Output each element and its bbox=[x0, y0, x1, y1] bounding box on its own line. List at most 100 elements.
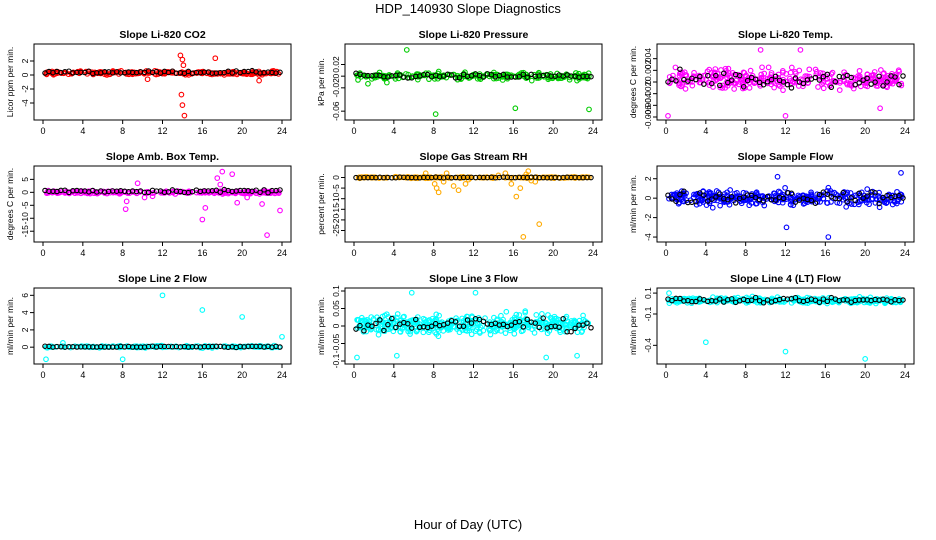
reference-point bbox=[62, 187, 68, 194]
series-point bbox=[580, 312, 586, 319]
reference-point bbox=[820, 189, 827, 195]
series-point bbox=[731, 86, 738, 92]
reference-point bbox=[872, 79, 878, 85]
outlier-point bbox=[144, 76, 151, 83]
y-tick-label: 0 bbox=[643, 79, 653, 84]
reference-point bbox=[900, 195, 906, 201]
series-point bbox=[783, 196, 789, 203]
reference-point bbox=[788, 190, 795, 197]
series-point bbox=[429, 315, 436, 322]
x-tick-label: 24 bbox=[900, 248, 910, 258]
reference-point bbox=[277, 69, 283, 76]
reference-point bbox=[832, 79, 839, 85]
outlier-point bbox=[520, 234, 527, 240]
reference-point bbox=[880, 83, 886, 89]
outlier-point bbox=[141, 194, 148, 201]
series-point bbox=[783, 70, 790, 77]
reference-point bbox=[217, 189, 224, 195]
series-point bbox=[872, 200, 879, 206]
reference-point bbox=[261, 187, 267, 193]
series-point bbox=[420, 329, 427, 336]
x-tick-label: 16 bbox=[197, 248, 207, 258]
y-tick-label: -20 bbox=[331, 213, 341, 226]
outlier-point bbox=[774, 173, 781, 180]
y-tick-label: 4 bbox=[20, 310, 30, 315]
y-tick-label: -25 bbox=[331, 224, 341, 237]
reference-point bbox=[808, 197, 815, 204]
outlier-point bbox=[797, 47, 804, 53]
reference-point bbox=[524, 316, 531, 323]
x-tick-label: 20 bbox=[237, 370, 247, 380]
data-points bbox=[42, 52, 283, 119]
y-tick-label: -0.004 bbox=[643, 93, 653, 117]
series-point bbox=[551, 315, 558, 322]
reference-point bbox=[381, 327, 387, 334]
panel-title: Slope Line 3 Flow bbox=[429, 273, 519, 285]
reference-point bbox=[836, 195, 843, 202]
outlier-point bbox=[159, 292, 166, 299]
reference-point bbox=[500, 321, 507, 328]
reference-point bbox=[872, 189, 878, 196]
reference-point bbox=[677, 191, 683, 198]
series-point bbox=[506, 174, 513, 181]
reference-point bbox=[588, 325, 594, 331]
series-point bbox=[713, 188, 720, 194]
reference-point bbox=[677, 66, 683, 72]
outlier-point bbox=[119, 356, 126, 363]
series-point bbox=[781, 299, 787, 305]
outlier-point bbox=[472, 289, 479, 296]
panel-title: Slope Amb. Box Temp. bbox=[106, 151, 219, 163]
x-tick-label: 16 bbox=[508, 126, 518, 136]
series-point bbox=[800, 83, 806, 90]
series-point bbox=[855, 191, 861, 198]
x-tick-label: 0 bbox=[351, 126, 356, 136]
reference-point bbox=[784, 81, 791, 88]
x-axis-title: Hour of Day (UTC) bbox=[413, 517, 523, 532]
reference-point bbox=[856, 80, 862, 86]
x-tick-label: 8 bbox=[431, 126, 436, 136]
outlier-point bbox=[279, 333, 285, 340]
reference-point bbox=[452, 319, 459, 325]
series-point bbox=[761, 70, 768, 77]
series-point bbox=[513, 311, 520, 318]
y-tick-label: -5 bbox=[20, 201, 30, 209]
series-point bbox=[866, 201, 872, 208]
outlier-point bbox=[199, 216, 206, 223]
series-point bbox=[700, 188, 706, 195]
reference-point bbox=[900, 297, 906, 303]
outlier-point bbox=[178, 91, 185, 98]
reference-point bbox=[709, 80, 715, 87]
series-point bbox=[808, 189, 814, 196]
x-tick-label: 4 bbox=[391, 126, 396, 136]
reference-point bbox=[844, 199, 850, 205]
reference-point bbox=[701, 81, 707, 87]
series-point bbox=[771, 190, 777, 197]
series-point bbox=[147, 343, 154, 350]
outlier-point bbox=[384, 79, 390, 86]
series-point bbox=[436, 312, 442, 319]
outlier-point bbox=[525, 168, 532, 174]
series-point bbox=[848, 201, 855, 207]
reference-point bbox=[536, 324, 542, 331]
reference-point bbox=[456, 75, 463, 81]
series-point bbox=[491, 314, 497, 321]
series-point bbox=[366, 319, 373, 325]
outlier-point bbox=[432, 111, 439, 117]
series-point bbox=[368, 314, 375, 320]
y-tick-label: -0.06 bbox=[331, 101, 341, 121]
series-point bbox=[825, 184, 832, 191]
series-point bbox=[510, 174, 517, 181]
reference-point bbox=[820, 296, 827, 302]
series-point bbox=[849, 193, 856, 200]
y-tick-label: 0.002 bbox=[643, 59, 653, 81]
x-tick-label: 20 bbox=[860, 248, 870, 258]
outlier-point bbox=[512, 105, 519, 112]
reference-point bbox=[556, 324, 562, 330]
reference-point bbox=[588, 73, 594, 80]
series-point bbox=[566, 321, 573, 327]
reference-point bbox=[572, 325, 578, 332]
outlier-point bbox=[202, 205, 209, 211]
series-point bbox=[375, 331, 382, 338]
x-tick-label: 12 bbox=[157, 126, 167, 136]
